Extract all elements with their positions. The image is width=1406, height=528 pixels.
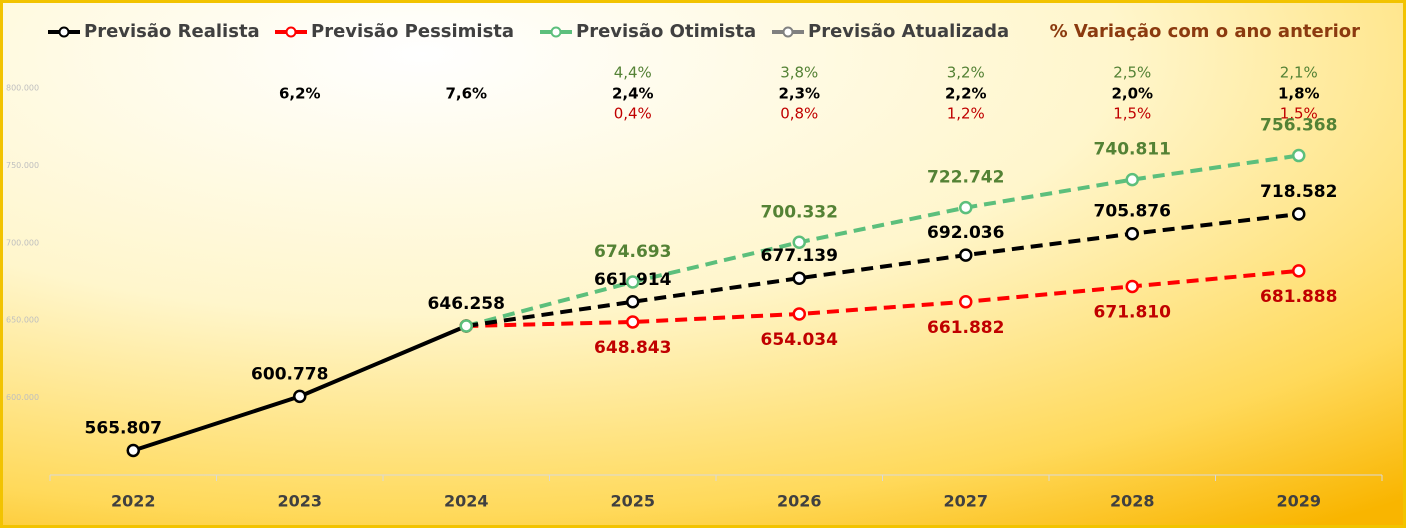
- y-tick-label: 700.000: [6, 238, 39, 247]
- variation-label: 7,6%: [445, 85, 487, 103]
- variation-label: 2,4%: [612, 85, 654, 103]
- variation-label: 3,8%: [780, 64, 818, 82]
- legend-label: Previsão Atualizada: [808, 21, 1009, 42]
- series-line: [466, 268, 1299, 328]
- data-label: 705.876: [1094, 202, 1171, 222]
- series-marker: [293, 389, 307, 404]
- data-label: 648.843: [594, 338, 671, 358]
- legend-marker: [782, 26, 794, 38]
- legend-marker: [58, 26, 70, 38]
- variation-label: 2,1%: [1280, 64, 1318, 82]
- x-tick-label: 2022: [111, 492, 156, 511]
- series-marker: [626, 275, 640, 289]
- series-marker: [1292, 148, 1306, 163]
- series-marker: [1125, 172, 1139, 187]
- variation-label: 2,0%: [1111, 85, 1153, 103]
- y-tick-label: 750.000: [6, 161, 39, 170]
- series-marker: [1292, 207, 1306, 221]
- series-marker: [1125, 226, 1139, 241]
- variation-label: 2,2%: [945, 85, 987, 103]
- x-tick-label: 2027: [943, 492, 988, 511]
- series-marker: [792, 271, 806, 285]
- legend-marker: [550, 26, 562, 38]
- series-marker: [959, 248, 973, 262]
- data-label: 600.778: [251, 364, 328, 384]
- series-marker: [1292, 264, 1306, 278]
- y-tick-label: 650.000: [6, 316, 39, 325]
- series-marker: [792, 235, 806, 250]
- variation-label: 0,8%: [780, 105, 818, 123]
- data-label: 756.368: [1260, 116, 1337, 136]
- legend-label: Previsão Otimista: [576, 21, 756, 42]
- data-label: 740.811: [1094, 140, 1171, 160]
- variation-label: 1,5%: [1113, 105, 1151, 123]
- y-tick-label: 800.000: [6, 84, 39, 93]
- x-tick-label: 2029: [1276, 492, 1321, 511]
- data-label: 661.882: [927, 318, 1004, 338]
- series-marker: [626, 315, 640, 329]
- variation-label: 0,4%: [614, 105, 652, 123]
- variation-label: 2,5%: [1113, 64, 1151, 82]
- legend-marker: [285, 26, 297, 38]
- data-label: 692.036: [927, 223, 1004, 243]
- series-marker: [792, 307, 806, 321]
- variation-label: 1,5%: [1280, 105, 1318, 123]
- y-tick-label: 600.000: [6, 393, 39, 402]
- data-label: 677.139: [761, 246, 838, 266]
- variation-label: 4,4%: [614, 64, 652, 82]
- x-tick-label: 2026: [777, 492, 822, 511]
- x-tick-label: 2024: [444, 492, 489, 511]
- data-label: 681.888: [1260, 287, 1337, 307]
- data-label: 718.582: [1260, 182, 1337, 202]
- series-marker: [959, 200, 973, 215]
- legend-label: Previsão Realista: [84, 21, 260, 42]
- data-label: 674.693: [594, 242, 671, 262]
- variation-label: 2,3%: [778, 85, 820, 103]
- series-marker: [959, 295, 973, 309]
- data-label: 646.258: [428, 294, 505, 314]
- data-label: 654.034: [761, 330, 839, 350]
- x-tick-label: 2023: [277, 492, 322, 511]
- variation-label: 1,8%: [1278, 85, 1320, 103]
- variation-title: % Variação com o ano anterior: [1050, 21, 1361, 42]
- series-line: [465, 212, 1299, 328]
- series-marker: [126, 443, 140, 458]
- variation-label: 1,2%: [947, 105, 985, 123]
- variation-label: 3,2%: [947, 64, 985, 82]
- legend-label: Previsão Pessimista: [311, 21, 514, 42]
- data-label: 671.810: [1094, 302, 1172, 322]
- data-label: 700.332: [761, 202, 838, 222]
- series-marker: [626, 295, 640, 309]
- data-label: 565.807: [85, 419, 162, 439]
- x-tick-label: 2028: [1110, 492, 1155, 511]
- series-marker: [1125, 279, 1139, 294]
- variation-label: 6,2%: [279, 85, 321, 103]
- series-line: [465, 153, 1300, 328]
- x-tick-label: 2025: [610, 492, 655, 511]
- series-marker: [459, 319, 473, 333]
- data-label: 722.742: [927, 168, 1004, 188]
